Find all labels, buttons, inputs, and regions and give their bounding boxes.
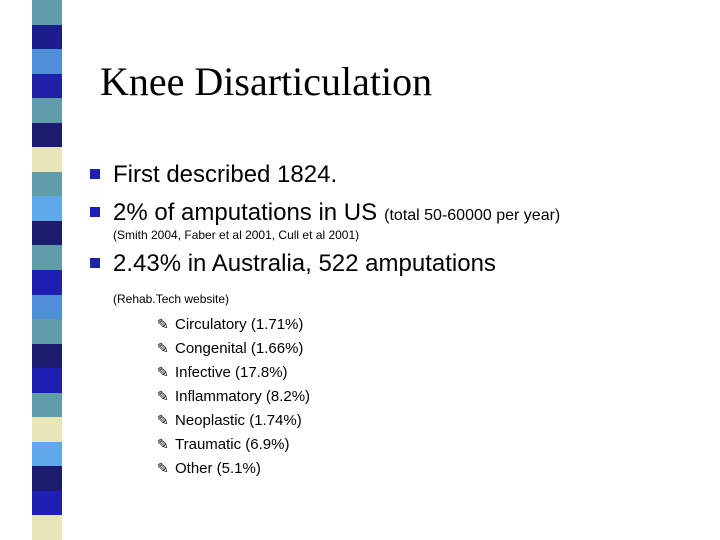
stripe-segment bbox=[32, 24, 62, 50]
cause-label: Neoplastic (1.74%) bbox=[175, 411, 302, 429]
stripe-segment bbox=[32, 49, 62, 74]
slide-title: Knee Disarticulation bbox=[100, 59, 433, 104]
bullet-text: 2.43% in Australia, 522 amputations bbox=[113, 250, 496, 277]
list-item: ✎ Circulatory (1.71%) bbox=[157, 312, 310, 336]
cause-label: Inflammatory (8.2%) bbox=[175, 387, 311, 405]
bullet-text: First described 1824. bbox=[113, 161, 338, 188]
pencil-icon: ✎ bbox=[157, 412, 169, 428]
pencil-icon: ✎ bbox=[157, 388, 169, 404]
bullet-note: (total 50-60000 per year) bbox=[384, 207, 561, 224]
stripe-segment bbox=[32, 319, 62, 344]
cause-label: Circulatory (1.71%) bbox=[175, 315, 304, 333]
stripe-segment bbox=[32, 245, 62, 271]
stripe-segment bbox=[32, 441, 62, 467]
pencil-icon: ✎ bbox=[157, 460, 169, 476]
cause-label: Congenital (1.66%) bbox=[175, 339, 304, 357]
stripe-segment bbox=[32, 294, 62, 320]
stripe-segment bbox=[32, 392, 62, 418]
pencil-icon: ✎ bbox=[157, 364, 169, 380]
bullet-text: 2% of amputations in US bbox=[113, 199, 378, 226]
cause-list: ✎ Circulatory (1.71%) ✎ Congenital (1.66%)… bbox=[157, 312, 310, 480]
list-item: ✎ Inflammatory (8.2%) bbox=[157, 384, 310, 408]
reference-us: (Smith 2004, Faber et al 2001, Cull et a… bbox=[113, 228, 360, 242]
pencil-icon: ✎ bbox=[157, 316, 169, 332]
stripe-segment bbox=[32, 515, 62, 540]
cause-label: Traumatic (6.9%) bbox=[175, 435, 290, 453]
stripe-segment bbox=[32, 0, 62, 25]
cause-label: Infective (17.8%) bbox=[175, 363, 288, 381]
cause-label: Other (5.1%) bbox=[175, 459, 261, 477]
stripe-segment bbox=[32, 196, 62, 221]
pencil-icon: ✎ bbox=[157, 436, 169, 452]
pencil-icon: ✎ bbox=[157, 340, 169, 356]
bullet-first-described: First described 1824. bbox=[90, 160, 337, 190]
stripe-segment bbox=[32, 147, 62, 172]
bullet-us-amputations: 2% of amputations in US (total 50-60000 … bbox=[90, 198, 560, 228]
decorative-stripe-bar bbox=[32, 0, 62, 540]
stripe-segment bbox=[32, 171, 62, 197]
stripe-segment bbox=[32, 417, 62, 442]
stripe-segment bbox=[32, 368, 62, 393]
stripe-segment bbox=[32, 270, 62, 295]
list-item: ✎ Traumatic (6.9%) bbox=[157, 432, 310, 456]
stripe-segment bbox=[32, 220, 62, 246]
list-item: ✎ Other (5.1%) bbox=[157, 456, 310, 480]
stripe-segment bbox=[32, 122, 62, 148]
list-item: ✎ Congenital (1.66%) bbox=[157, 336, 310, 360]
stripe-segment bbox=[32, 490, 62, 516]
stripe-segment bbox=[32, 343, 62, 369]
square-bullet-icon bbox=[90, 207, 100, 217]
bullet-australia: 2.43% in Australia, 522 amputations bbox=[90, 249, 496, 279]
stripe-segment bbox=[32, 466, 62, 491]
stripe-segment bbox=[32, 73, 62, 99]
square-bullet-icon bbox=[90, 258, 100, 268]
list-item: ✎ Neoplastic (1.74%) bbox=[157, 408, 310, 432]
square-bullet-icon bbox=[90, 169, 100, 179]
list-item: ✎ Infective (17.8%) bbox=[157, 360, 310, 384]
reference-australia: (Rehab.Tech website) bbox=[113, 292, 230, 306]
stripe-segment bbox=[32, 98, 62, 123]
